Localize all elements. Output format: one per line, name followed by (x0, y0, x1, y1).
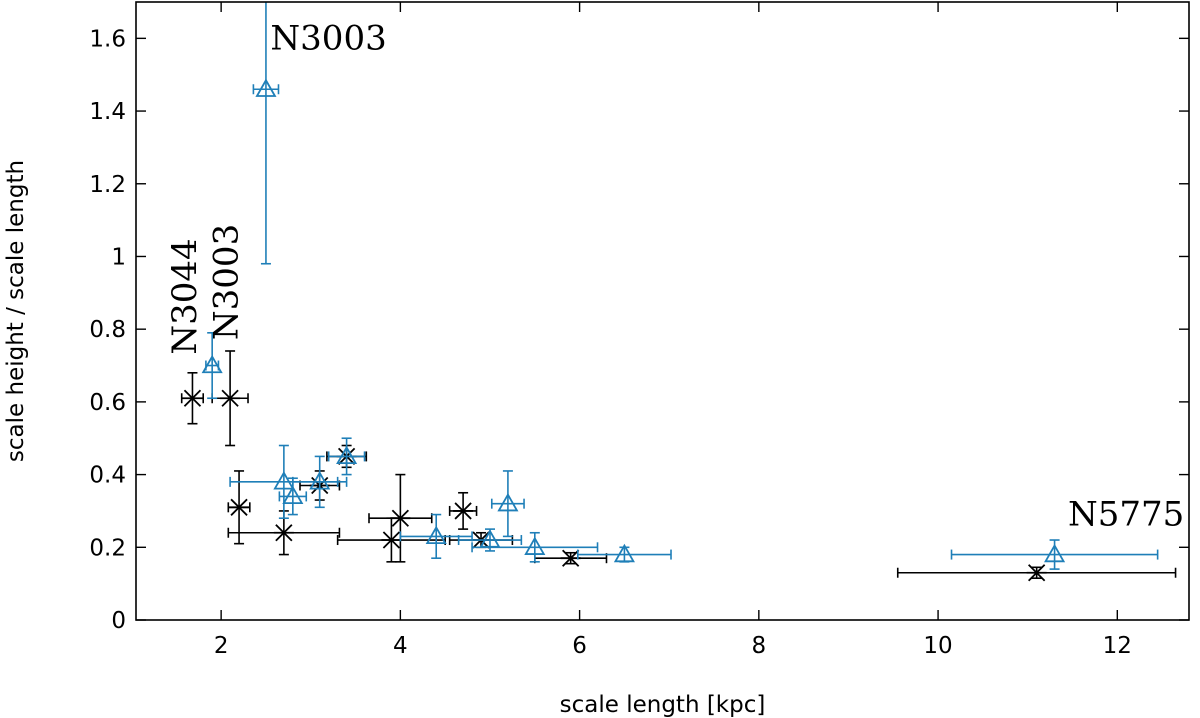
y-tick-label: 0.6 (89, 390, 126, 416)
data-point-blue (950, 539, 1159, 570)
x-tick-label: 2 (214, 633, 229, 659)
data-point-black (336, 517, 446, 563)
data-point-black (448, 491, 478, 530)
plot-frame (135, 1, 1190, 621)
data-point-blue (471, 531, 599, 563)
x-tick-label: 8 (752, 633, 767, 659)
data-point-blue (292, 455, 348, 509)
x-axis-label: scale length [kpc] (560, 692, 766, 718)
y-tick-label: 1 (111, 244, 126, 270)
x-tick-label: 12 (1103, 633, 1132, 659)
triangle-marker (201, 354, 223, 374)
y-tick-label: 0.2 (89, 535, 126, 561)
x-tick-label: 4 (393, 633, 408, 659)
chart-marks (180, 2, 1177, 582)
y-tick-label: 1.4 (89, 99, 126, 125)
data-point-black (180, 371, 205, 425)
triangle-marker (497, 492, 519, 512)
data-point-blue (201, 332, 223, 400)
asterisk-marker (562, 549, 580, 567)
triangle-marker (524, 536, 546, 555)
triangle-marker (273, 471, 295, 490)
triangle-marker (336, 445, 358, 465)
data-point-black (896, 564, 1177, 582)
triangle-marker (425, 525, 447, 545)
asterisk-marker (1028, 564, 1046, 582)
triangle-marker (282, 485, 304, 505)
data-point-blue (399, 513, 473, 560)
triangle-marker (1044, 543, 1066, 563)
asterisk-marker (382, 531, 401, 549)
asterisk-marker (230, 498, 248, 516)
asterisk-marker (391, 509, 410, 527)
annotation-label: N3003 (206, 224, 246, 340)
y-tick-label: 0 (111, 608, 126, 634)
x-tick-label: 10 (923, 633, 952, 659)
x-tick-label: 6 (572, 633, 587, 659)
triangle-marker (309, 471, 331, 490)
y-tick-label: 0.4 (89, 463, 126, 489)
asterisk-marker (454, 502, 472, 520)
annotation-label: N5775 (1068, 494, 1184, 534)
y-axis-label: scale height / scale length (3, 160, 29, 462)
y-tick-label: 0.8 (89, 317, 126, 343)
y-tick-label: 1.2 (89, 172, 126, 198)
data-point-blue (327, 437, 366, 476)
annotation-label: N3003 (270, 18, 386, 58)
data-point-black (368, 473, 433, 563)
asterisk-marker (183, 389, 202, 407)
annotation-label: N3044 (165, 238, 205, 354)
triangle-marker (255, 78, 277, 97)
asterisk-marker (275, 524, 293, 542)
triangle-marker (613, 543, 635, 563)
data-point-black (533, 549, 608, 567)
data-point-blue (577, 543, 672, 563)
axis-ticks: 2 4 6 8 10 12 0 0.2 0.4 0.6 0.8 1 1.2 1.4 1.6 (89, 2, 1189, 659)
y-tick-label: 1.6 (89, 26, 126, 52)
data-point-blue (252, 2, 280, 265)
asterisk-marker (221, 389, 239, 407)
data-point-black (227, 470, 251, 545)
data-point-blue (490, 470, 525, 538)
